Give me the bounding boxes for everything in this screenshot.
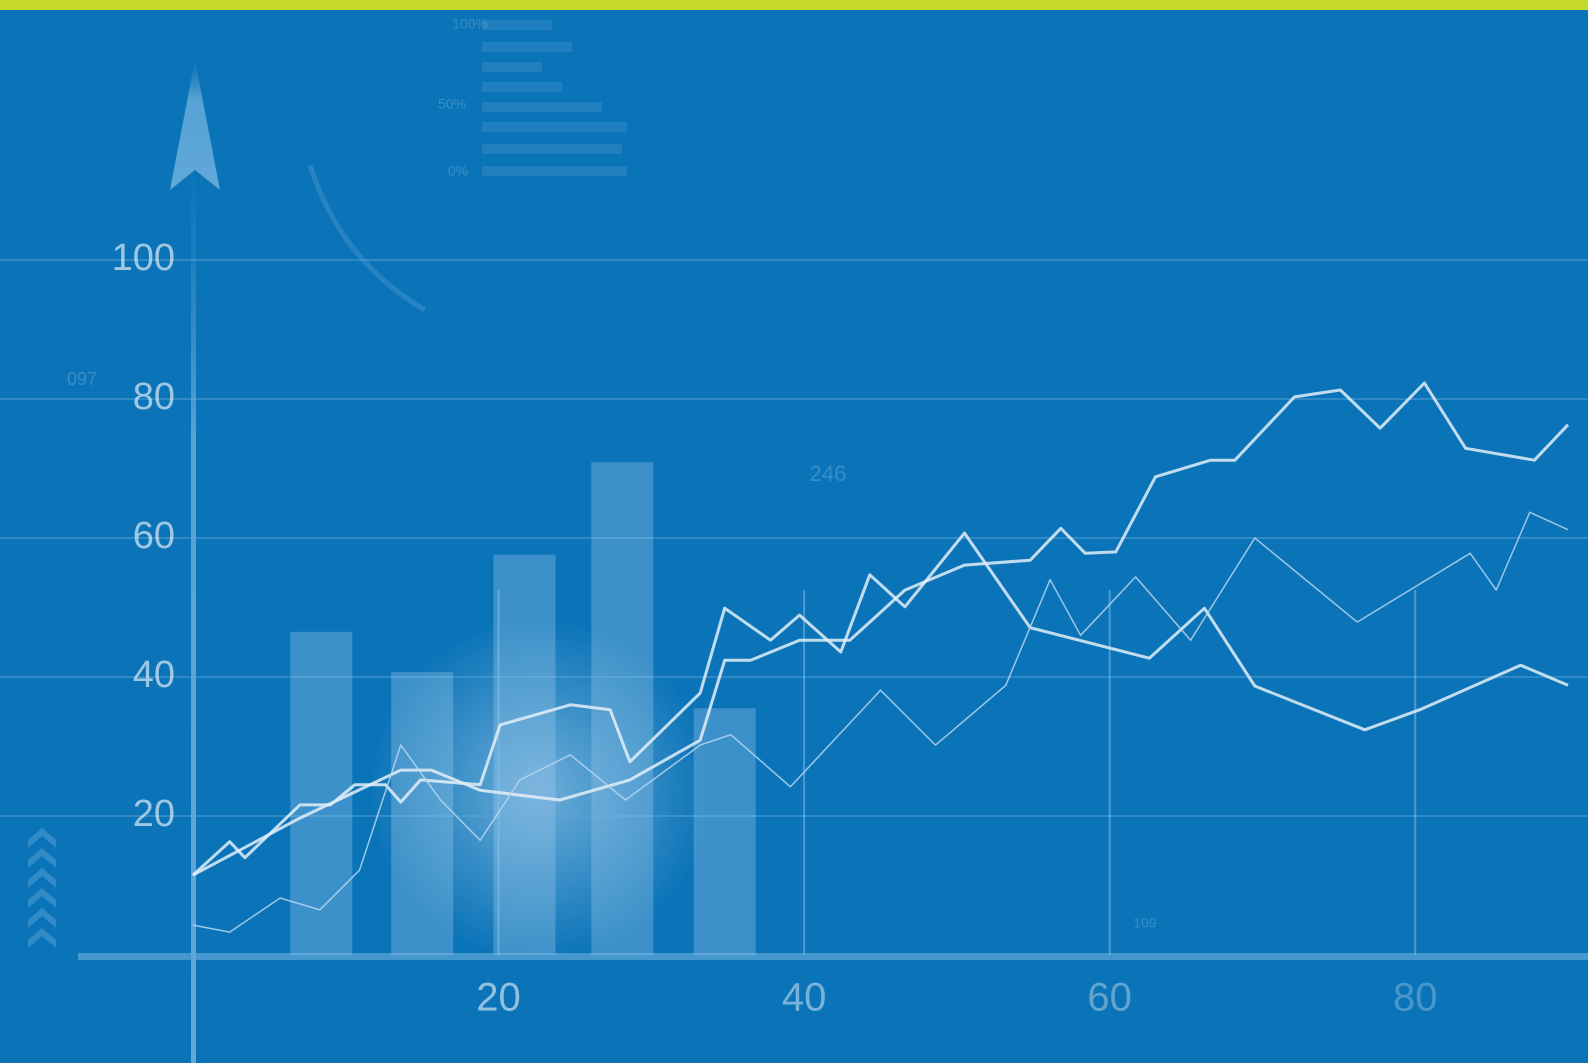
top-band <box>0 0 1588 10</box>
line-series <box>192 511 1569 933</box>
line-series <box>192 381 1570 877</box>
bar <box>290 631 353 955</box>
y-tick-label: 20 <box>133 793 175 835</box>
x-tick-label: 40 <box>782 976 827 1020</box>
chevrons <box>28 828 56 948</box>
bar <box>493 554 556 955</box>
annotation: 097 <box>67 369 97 389</box>
annotation: 0% <box>448 163 468 179</box>
y-axis-arrow <box>170 60 220 190</box>
annotation: 109 <box>1133 915 1157 931</box>
glow <box>370 620 710 960</box>
annotation: 100% <box>452 16 488 32</box>
bar <box>693 708 756 955</box>
decor-arc <box>307 164 427 313</box>
decor-bars <box>482 20 627 176</box>
x-tick-label: 20 <box>476 976 521 1020</box>
line-series <box>191 531 1569 877</box>
y-tick-label: 40 <box>133 654 175 696</box>
x-axis <box>78 953 1588 960</box>
y-tick-label: 80 <box>133 376 175 418</box>
annotation: 50% <box>438 96 466 112</box>
y-axis <box>191 170 196 1063</box>
x-tick-label: 80 <box>1393 976 1438 1020</box>
bar <box>391 672 454 955</box>
annotation: 246 <box>810 461 847 486</box>
x-tick-label: 60 <box>1087 976 1132 1020</box>
y-tick-label: 100 <box>112 237 175 279</box>
y-tick-label: 60 <box>133 515 175 557</box>
